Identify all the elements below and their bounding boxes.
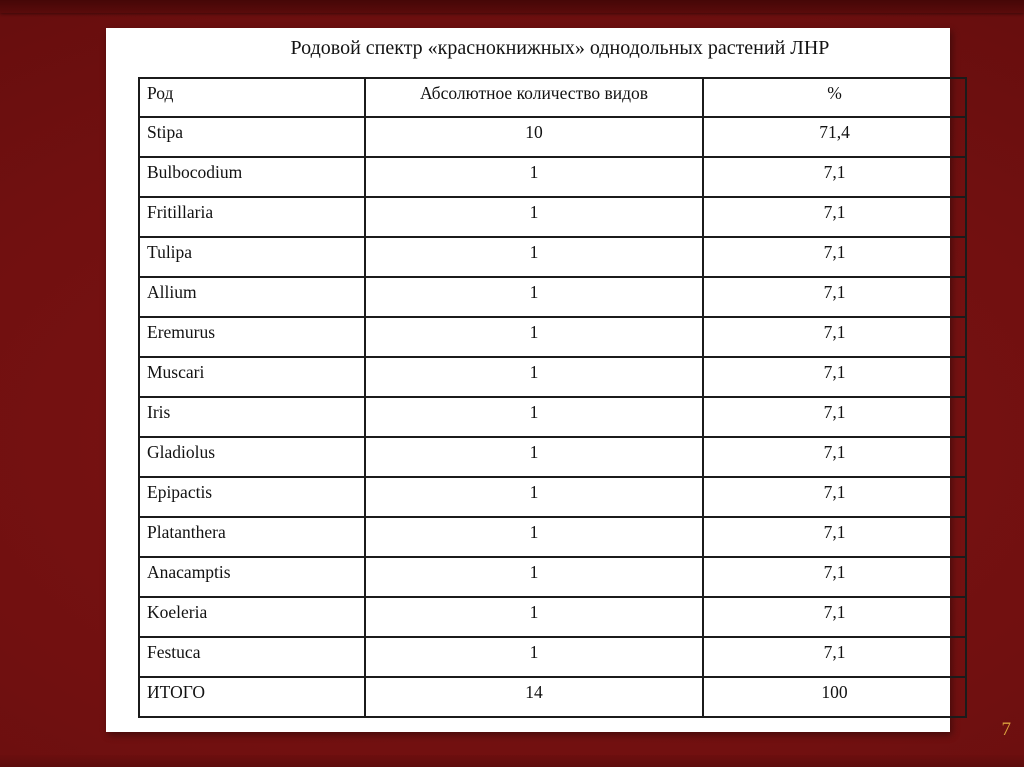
cell-percent: 71,4 [702, 116, 967, 158]
table-row: Allium 1 7,1 [138, 276, 967, 318]
cell-genus: Anacamptis [138, 556, 366, 598]
cell-percent: 7,1 [702, 476, 967, 518]
cell-genus: Allium [138, 276, 366, 318]
cell-percent: 7,1 [702, 556, 967, 598]
cell-count: 1 [364, 636, 704, 678]
cell-genus: Fritillaria [138, 196, 366, 238]
cell-count: 14 [364, 676, 704, 718]
table-row: ИТОГО 14 100 [138, 676, 967, 718]
cell-genus: Iris [138, 396, 366, 438]
table-head: Род Абсолютное количество видов % [138, 77, 967, 118]
cell-count: 1 [364, 236, 704, 278]
cell-count: 1 [364, 516, 704, 558]
cell-percent: 7,1 [702, 276, 967, 318]
cell-percent: 7,1 [702, 236, 967, 278]
cell-genus: Muscari [138, 356, 366, 398]
cell-percent: 7,1 [702, 396, 967, 438]
cell-genus: Stipa [138, 116, 366, 158]
cell-genus: Tulipa [138, 236, 366, 278]
table-row: Iris 1 7,1 [138, 396, 967, 438]
cell-percent: 7,1 [702, 196, 967, 238]
cell-genus: ИТОГО [138, 676, 366, 718]
cell-count: 1 [364, 196, 704, 238]
cell-count: 1 [364, 476, 704, 518]
cell-count: 1 [364, 556, 704, 598]
cell-percent: 7,1 [702, 356, 967, 398]
table-row: Fritillaria 1 7,1 [138, 196, 967, 238]
table-row: Koeleria 1 7,1 [138, 596, 967, 638]
table-row: Epipactis 1 7,1 [138, 476, 967, 518]
page-number: 7 [1001, 719, 1012, 740]
cell-percent: 7,1 [702, 596, 967, 638]
cell-count: 1 [364, 396, 704, 438]
table-row: Anacamptis 1 7,1 [138, 556, 967, 598]
cell-percent: 7,1 [702, 316, 967, 358]
background-bottom-band [0, 755, 1024, 767]
cell-percent: 7,1 [702, 156, 967, 198]
cell-genus: Festuca [138, 636, 366, 678]
table-row: Eremurus 1 7,1 [138, 316, 967, 358]
column-header-percent: % [702, 77, 967, 118]
cell-count: 1 [364, 156, 704, 198]
table-row: Platanthera 1 7,1 [138, 516, 967, 558]
cell-genus: Platanthera [138, 516, 366, 558]
slide-title: Родовой спектр «краснокнижных» однодольн… [290, 37, 830, 59]
cell-genus: Koeleria [138, 596, 366, 638]
cell-genus: Eremurus [138, 316, 366, 358]
cell-count: 1 [364, 316, 704, 358]
cell-percent: 100 [702, 676, 967, 718]
background-top-band [0, 0, 1024, 13]
table-row: Stipa 10 71,4 [138, 116, 967, 158]
column-header-count: Абсолютное количество видов [364, 77, 704, 118]
cell-genus: Bulbocodium [138, 156, 366, 198]
table-header-row: Род Абсолютное количество видов % [138, 77, 967, 118]
cell-count: 1 [364, 596, 704, 638]
table-row: Gladiolus 1 7,1 [138, 436, 967, 478]
cell-count: 1 [364, 436, 704, 478]
table-row: Bulbocodium 1 7,1 [138, 156, 967, 198]
table-row: Tulipa 1 7,1 [138, 236, 967, 278]
cell-percent: 7,1 [702, 436, 967, 478]
cell-genus: Gladiolus [138, 436, 366, 478]
cell-genus: Epipactis [138, 476, 366, 518]
column-header-genus: Род [138, 77, 366, 118]
cell-count: 1 [364, 356, 704, 398]
table-row: Muscari 1 7,1 [138, 356, 967, 398]
cell-percent: 7,1 [702, 516, 967, 558]
slide: Родовой спектр «краснокнижных» однодольн… [106, 28, 967, 732]
cell-count: 10 [364, 116, 704, 158]
genus-spectrum-table: Род Абсолютное количество видов % Stipa 1… [138, 77, 967, 718]
table-row: Festuca 1 7,1 [138, 636, 967, 678]
table-body: Stipa 10 71,4 Bulbocodium 1 7,1 Fritillaria 1 7,… [138, 116, 967, 718]
cell-percent: 7,1 [702, 636, 967, 678]
cell-count: 1 [364, 276, 704, 318]
